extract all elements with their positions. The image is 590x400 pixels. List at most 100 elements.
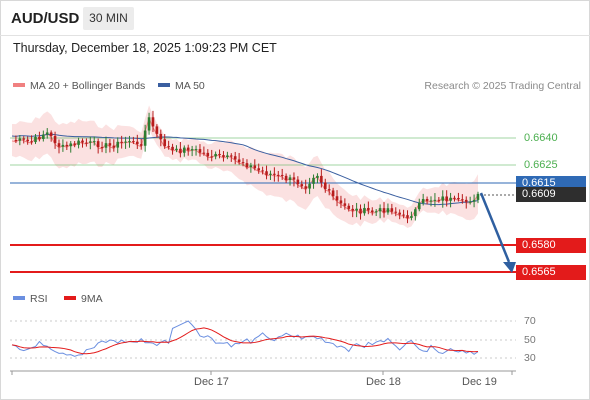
- symbol-title: AUD/USD: [11, 10, 80, 27]
- candle-body: [237, 159, 241, 163]
- candle-body: [421, 198, 425, 203]
- candle-body: [226, 155, 229, 158]
- candle-body: [386, 208, 390, 213]
- candle-body: [382, 208, 386, 213]
- candle-body: [89, 141, 92, 143]
- candle-body: [210, 156, 214, 158]
- candle-body: [45, 132, 49, 135]
- candle-body: [468, 201, 472, 203]
- candle-body: [453, 197, 456, 199]
- candle-body: [292, 177, 296, 180]
- ma9-swatch-icon: [64, 296, 76, 301]
- candle-body: [359, 208, 362, 214]
- candle-body: [441, 196, 445, 201]
- candle-body: [26, 139, 29, 142]
- candle-body: [22, 138, 26, 140]
- legend-rsi: RSI: [13, 293, 48, 305]
- candle-body: [308, 183, 311, 189]
- candle-body: [394, 211, 398, 213]
- candle-body: [163, 139, 167, 147]
- candle-body: [370, 210, 374, 213]
- candle-body: [100, 147, 104, 149]
- candle-body: [214, 153, 217, 157]
- candle-body: [171, 146, 174, 151]
- candle-body: [398, 212, 401, 215]
- candle-body: [147, 117, 151, 131]
- candle-body: [284, 175, 288, 180]
- legend-9ma: 9MA: [64, 293, 103, 305]
- rsi-line: [11, 320, 479, 357]
- level-label-6625: 0.6625: [524, 159, 558, 171]
- arrow-shaft: [479, 192, 511, 263]
- candle-body: [73, 143, 76, 145]
- rsi-tick-50: 50: [524, 334, 536, 346]
- ma50-swatch-icon: [158, 83, 170, 88]
- research-note: Research © 2025 Trading Central: [424, 80, 581, 92]
- candle-body: [288, 177, 292, 180]
- legend-ma50-label: MA 50: [175, 80, 205, 92]
- candle-body: [367, 207, 370, 211]
- candle-body: [18, 138, 22, 141]
- candle-body: [363, 207, 366, 214]
- candle-body: [378, 208, 382, 212]
- candle-body: [116, 141, 120, 148]
- legend-ma20: MA 20 + Bollinger Bands: [13, 80, 145, 92]
- level-tag-6565: 0.6565: [516, 265, 586, 280]
- candle-body: [429, 200, 433, 202]
- candle-body: [461, 199, 464, 201]
- candle-body: [261, 170, 264, 172]
- candle-body: [198, 149, 202, 153]
- candle-body: [355, 208, 358, 211]
- candle-body: [38, 136, 41, 139]
- rsi-tick-30: 30: [524, 352, 536, 364]
- candle-body: [449, 197, 452, 201]
- candle-body: [143, 130, 147, 146]
- candle-body: [128, 141, 131, 143]
- chart-header: AUD/USD 30 MIN: [0, 0, 590, 36]
- legend-ma20-label: MA 20 + Bollinger Bands: [30, 80, 146, 92]
- timeframe-button[interactable]: 30 MIN: [83, 7, 134, 30]
- candle-body: [410, 216, 413, 218]
- forecast-arrow-icon: [479, 192, 516, 273]
- candle-body: [323, 182, 327, 190]
- candle-body: [233, 156, 237, 160]
- candle-body: [42, 134, 45, 139]
- candle-body: [194, 149, 198, 151]
- candle-body: [222, 155, 225, 158]
- candle-body: [61, 144, 65, 147]
- candle-body: [65, 144, 69, 147]
- candle-body: [190, 149, 194, 151]
- candle-body: [30, 141, 33, 143]
- candle-body: [202, 152, 206, 154]
- candle-body: [186, 147, 190, 151]
- rsi-swatch-icon: [13, 296, 25, 301]
- candle-body: [77, 140, 80, 145]
- candle-body: [327, 189, 331, 191]
- candle-body: [253, 165, 257, 169]
- rsi-9ma-line: [11, 327, 479, 355]
- candle-body: [374, 211, 378, 213]
- candle-body: [316, 175, 319, 178]
- candle-body: [49, 132, 53, 136]
- candle-body: [339, 200, 343, 204]
- candle-body: [402, 214, 405, 216]
- candle-body: [331, 190, 335, 197]
- candle-body: [69, 143, 73, 147]
- candle-body: [245, 163, 249, 168]
- candle-body: [92, 141, 96, 143]
- candle-body: [96, 141, 100, 148]
- candle-body: [136, 141, 139, 145]
- current-price-tag: 0.6609: [516, 187, 586, 202]
- candle-body: [81, 140, 84, 143]
- x-label-dec17: Dec 17: [194, 376, 229, 388]
- candle-body: [351, 208, 354, 211]
- legend-ma50: MA 50: [158, 80, 205, 92]
- rsi-tick-70: 70: [524, 315, 536, 327]
- candle-body: [437, 199, 441, 201]
- candle-body: [206, 152, 210, 157]
- x-label-dec18: Dec 18: [366, 376, 401, 388]
- candle-body: [151, 117, 155, 127]
- candle-body: [464, 199, 468, 202]
- ma50-path: [11, 133, 479, 206]
